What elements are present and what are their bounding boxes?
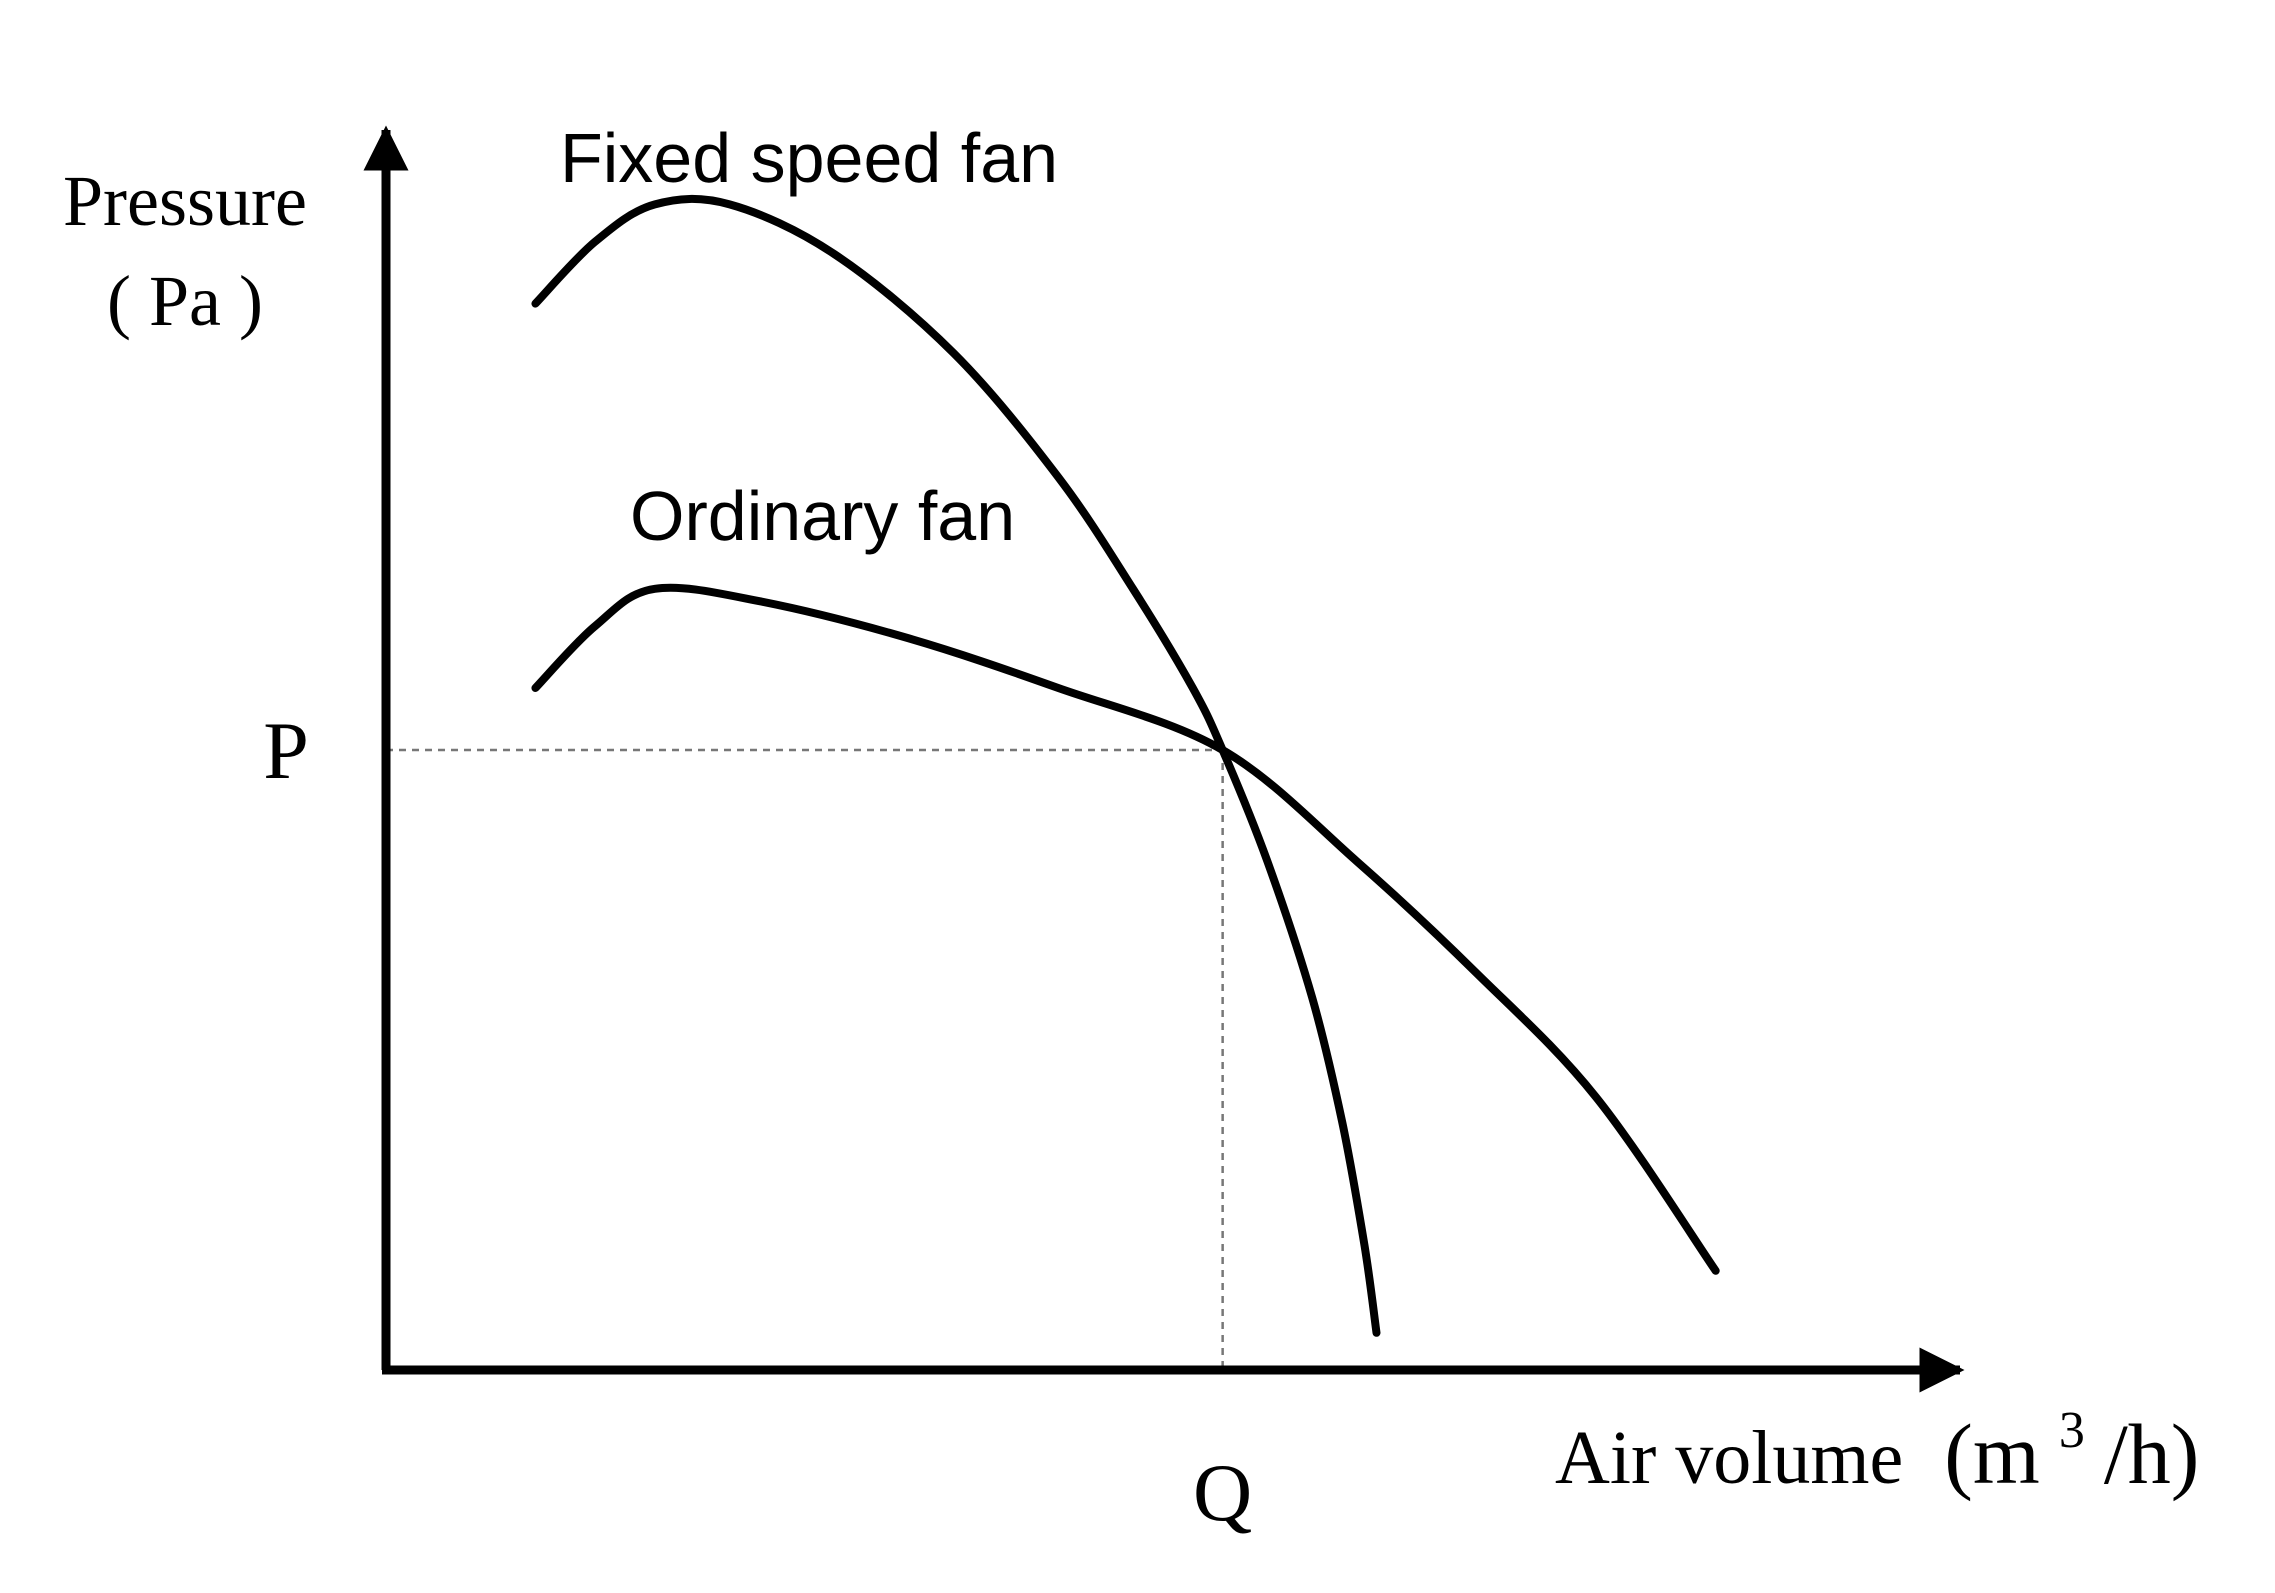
series-label-ordinary-fan: Ordinary fan <box>630 477 1015 555</box>
x-axis-label-text: Air volume <box>1555 1416 1903 1500</box>
x-axis-label: Air volume (m 3 /h) <box>1555 1380 2199 1502</box>
series-line-ordinary-fan <box>531 583 1720 1275</box>
operating-point-pressure-label: P <box>263 705 309 796</box>
x-axis-unit-suffix: /h) <box>2104 1406 2200 1502</box>
y-axis-unit: ( Pa ) <box>107 261 263 341</box>
y-axis-label: Pressure <box>63 161 307 241</box>
series-layer <box>531 194 1720 1337</box>
operating-point-airflow-label: Q <box>1193 1447 1252 1538</box>
x-axis-unit-prefix: (m <box>1944 1406 2040 1502</box>
series-line-fixed-speed-fan <box>531 194 1381 1337</box>
x-axis-unit-superscript: 3 <box>2059 1402 2085 1459</box>
series-label-fixed-speed-fan: Fixed speed fan <box>560 119 1058 197</box>
